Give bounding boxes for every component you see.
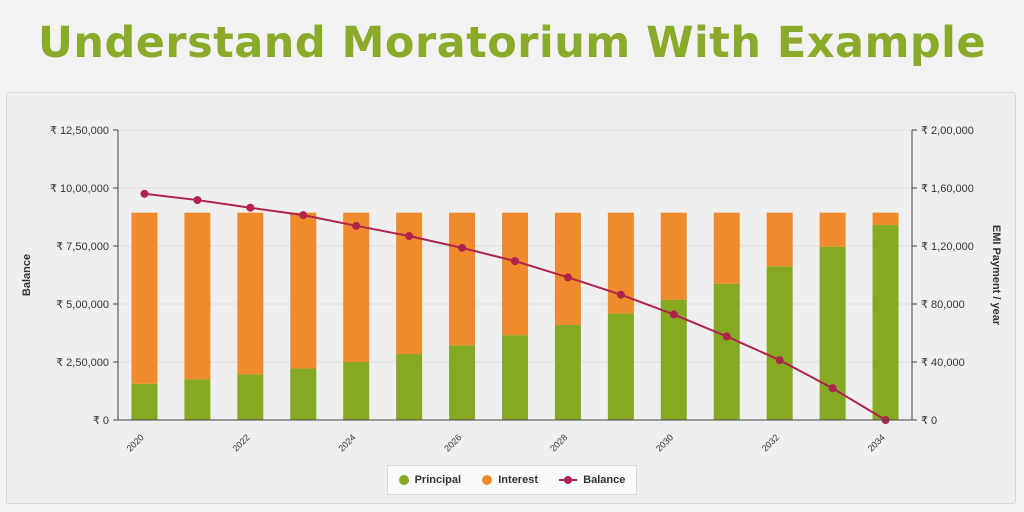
y-tick-label: ₹ 7,50,000 bbox=[56, 241, 109, 253]
y2-tick-label: ₹ 40,000 bbox=[921, 357, 965, 369]
legend-marker-principal bbox=[398, 475, 409, 485]
y2-tick-label: ₹ 0 bbox=[921, 415, 937, 427]
x-tick-label: 2030 bbox=[654, 432, 675, 453]
legend-label-principal: Principal bbox=[414, 474, 462, 486]
balance-point bbox=[193, 196, 202, 205]
balance-point bbox=[511, 257, 519, 266]
bar-interest bbox=[872, 212, 899, 225]
legend-label-balance: Balance bbox=[583, 474, 626, 486]
bar-interest bbox=[449, 212, 476, 346]
bar-principal bbox=[660, 299, 687, 420]
legend-marker-interest bbox=[482, 475, 493, 485]
balance-point bbox=[669, 310, 678, 319]
bar-interest bbox=[766, 212, 793, 267]
balance-point bbox=[140, 189, 149, 198]
page-title: Understand Moratorium With Example bbox=[37, 18, 987, 68]
bar-principal bbox=[290, 368, 317, 420]
bar-interest bbox=[660, 212, 687, 300]
bar-group bbox=[131, 212, 899, 420]
bar-principal bbox=[872, 224, 899, 420]
bar-principal bbox=[713, 283, 740, 420]
bar-principal bbox=[766, 266, 793, 420]
x-tick-label: 2032 bbox=[760, 432, 781, 453]
bar-interest bbox=[237, 212, 264, 375]
x-tick-label: 2028 bbox=[548, 432, 569, 453]
legend-item-balance[interactable]: Balance bbox=[559, 474, 625, 486]
balance-point bbox=[616, 290, 625, 299]
balance-line-group bbox=[140, 189, 890, 424]
legend-item-interest[interactable]: Interest bbox=[482, 474, 538, 486]
y-axis-title: Balance bbox=[21, 254, 33, 296]
bar-principal bbox=[184, 379, 211, 420]
balance-point bbox=[722, 332, 731, 341]
legend-item-principal[interactable]: Principal bbox=[398, 474, 462, 486]
bar-principal bbox=[237, 374, 264, 420]
y2-axis-title: EMI Payment / year bbox=[990, 225, 1002, 326]
bar-principal bbox=[343, 362, 370, 420]
balance-point bbox=[458, 243, 467, 252]
y2-tick-label: ₹ 2,00,000 bbox=[921, 125, 974, 137]
balance-point bbox=[246, 203, 255, 212]
balance-point bbox=[299, 211, 308, 220]
y2-tick-label: ₹ 80,000 bbox=[921, 299, 965, 311]
y2-tick-label: ₹ 1,20,000 bbox=[921, 241, 974, 253]
bar-interest bbox=[131, 212, 158, 384]
legend-label-interest: Interest bbox=[498, 474, 538, 486]
balance-point bbox=[828, 384, 837, 393]
y-tick-label: ₹ 10,00,000 bbox=[50, 183, 109, 195]
x-tick-label: 2022 bbox=[231, 432, 252, 453]
y-tick-label: ₹ 2,50,000 bbox=[56, 357, 109, 369]
bar-principal bbox=[607, 313, 634, 420]
bar-principal bbox=[396, 354, 423, 420]
bar-principal bbox=[131, 383, 158, 420]
bar-interest bbox=[290, 212, 317, 369]
y-tick-label: ₹ 12,50,000 bbox=[50, 125, 109, 137]
legend-marker-balance bbox=[559, 475, 578, 485]
x-tick-label: 2024 bbox=[336, 432, 357, 453]
chart-legend: Principal Interest Balance bbox=[387, 465, 637, 495]
balance-point bbox=[352, 221, 361, 230]
y2-tick-label: ₹ 1,60,000 bbox=[921, 183, 974, 195]
x-tick-label: 2026 bbox=[442, 432, 463, 453]
bar-interest bbox=[343, 212, 370, 362]
x-tick-label: 2020 bbox=[125, 432, 146, 453]
balance-point bbox=[405, 232, 414, 241]
x-tick-label: 2034 bbox=[866, 432, 887, 453]
bar-interest bbox=[502, 212, 528, 336]
bar-interest bbox=[184, 212, 211, 380]
balance-point bbox=[563, 273, 572, 282]
y-tick-label: ₹ 5,00,000 bbox=[56, 299, 109, 311]
y-tick-label: ₹ 0 bbox=[93, 415, 109, 427]
bar-interest bbox=[819, 212, 846, 247]
bar-principal bbox=[554, 325, 581, 420]
bar-principal bbox=[449, 345, 476, 420]
bar-interest bbox=[554, 212, 581, 326]
bar-principal bbox=[502, 335, 528, 420]
bar-interest bbox=[713, 212, 740, 284]
balance-point bbox=[775, 356, 784, 365]
